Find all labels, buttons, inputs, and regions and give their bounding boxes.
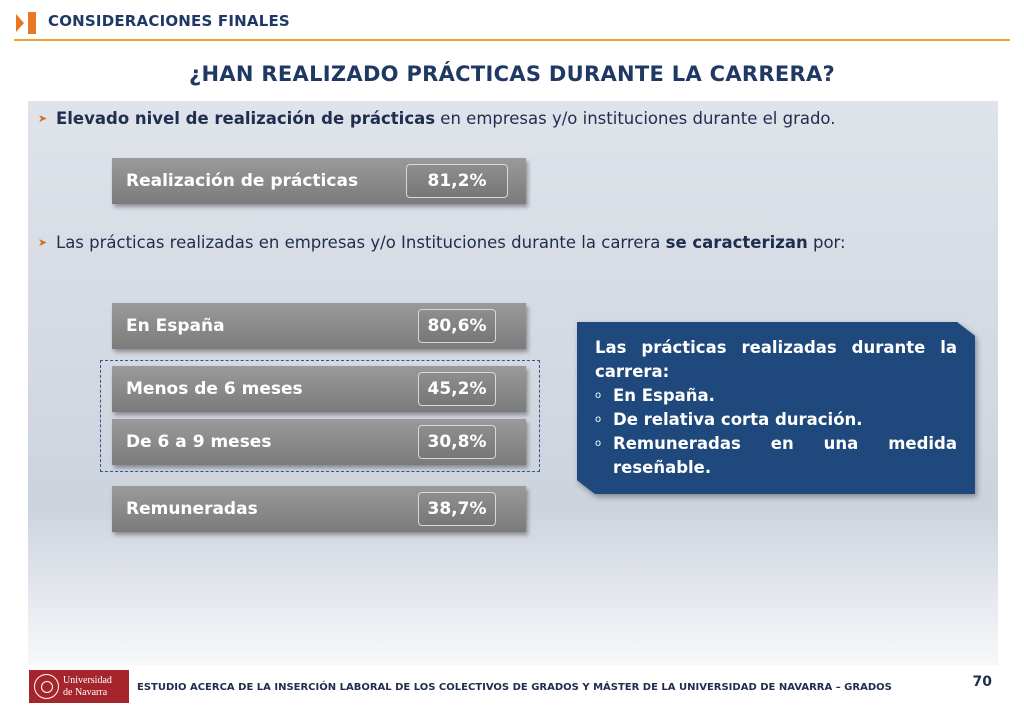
page-number: 70 (972, 674, 992, 690)
circle-bullet-icon: o (595, 438, 602, 449)
section-label: CONSIDERACIONES FINALES (48, 12, 290, 30)
stat-bar-6-a-9-meses: De 6 a 9 meses 30,8% (112, 419, 526, 465)
arrowhead-bullet-icon: ➤ (38, 112, 48, 125)
circle-bullet-icon: o (595, 390, 602, 401)
bullet-text-end: por: (807, 233, 846, 252)
stat-label: Realización de prácticas (126, 171, 359, 191)
callout-item-text: Remuneradas en una medida reseñable. (613, 434, 957, 477)
circle-bullet-icon: o (595, 414, 602, 425)
callout-text: Las prácticas realizadas durante la carr… (595, 336, 957, 480)
stat-value: 80,6% (418, 309, 496, 343)
stat-bar-espana: En España 80,6% (112, 303, 526, 349)
university-seal-icon (34, 674, 59, 699)
callout-item: o En España. (595, 384, 957, 408)
header-divider (14, 39, 1010, 41)
callout-item-text: De relativa corta duración. (613, 410, 863, 429)
callout-intro: Las prácticas realizadas durante la carr… (595, 338, 957, 381)
forward-arrow-bar-icon (16, 12, 36, 34)
logo-line-2: de Navarra (63, 687, 108, 698)
callout-item-text: En España. (613, 386, 715, 405)
stat-value: 45,2% (418, 372, 496, 406)
bullet-text: en empresas y/o instituciones durante el… (435, 109, 836, 128)
bullet-text: Las prácticas realizadas en empresas y/o… (56, 233, 666, 252)
summary-callout: Las prácticas realizadas durante la carr… (577, 322, 975, 494)
callout-item: o Remuneradas en una medida reseñable. (595, 432, 957, 480)
stat-value: 30,8% (418, 425, 496, 459)
callout-background (577, 322, 975, 494)
university-logo: Universidad de Navarra (29, 670, 129, 703)
stat-value: 38,7% (418, 492, 496, 526)
stat-value: 81,2% (406, 164, 508, 198)
bullet-characteristics: ➤ Las prácticas realizadas en empresas y/… (38, 233, 846, 252)
slide-title: ¿HAN REALIZADO PRÁCTICAS DURANTE LA CARR… (189, 62, 835, 86)
callout-item: o De relativa corta duración. (595, 408, 957, 432)
stat-label: De 6 a 9 meses (126, 432, 272, 452)
duration-group-outline (100, 360, 540, 472)
stat-label: En España (126, 316, 225, 336)
stat-label: Remuneradas (126, 499, 258, 519)
stat-bar-menos-6-meses: Menos de 6 meses 45,2% (112, 366, 526, 412)
footer-study-title: ESTUDIO ACERCA DE LA INSERCIÓN LABORAL D… (137, 682, 892, 693)
stat-bar-remuneradas: Remuneradas 38,7% (112, 486, 526, 532)
arrowhead-bullet-icon: ➤ (38, 236, 48, 249)
logo-line-1: Universidad (63, 675, 112, 686)
stat-bar-realizacion: Realización de prácticas 81,2% (112, 158, 526, 204)
bullet-bold-text: se caracterizan (665, 233, 808, 252)
stat-label: Menos de 6 meses (126, 379, 303, 399)
callout-list: o En España. o De relativa corta duración.… (595, 384, 957, 480)
bullet-bold-text: Elevado nivel de realización de práctica… (56, 109, 436, 128)
bullet-practice-level: ➤ Elevado nivel de realización de práctic… (38, 109, 836, 128)
